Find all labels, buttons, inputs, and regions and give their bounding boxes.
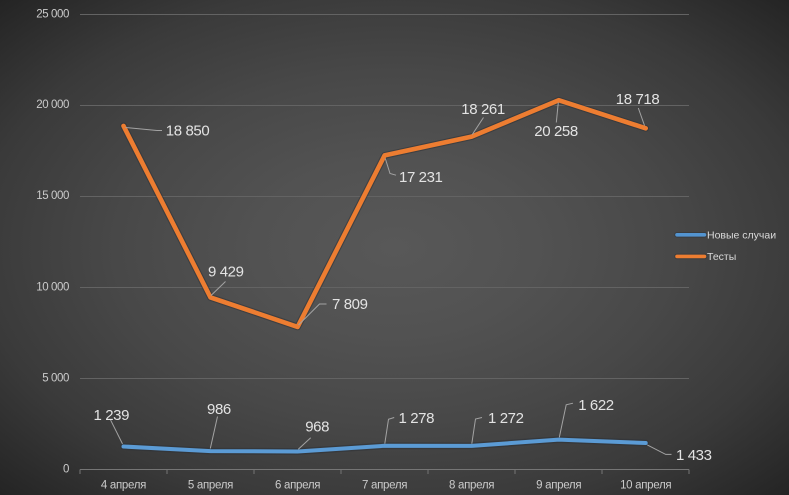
svg-text:Новые случаи: Новые случаи <box>707 230 776 242</box>
svg-text:Тесты: Тесты <box>707 251 736 263</box>
svg-text:6 апреля: 6 апреля <box>275 479 320 491</box>
svg-text:1 278: 1 278 <box>399 410 435 427</box>
svg-text:25 000: 25 000 <box>36 8 69 20</box>
svg-text:1 433: 1 433 <box>676 447 712 464</box>
svg-text:968: 968 <box>305 418 329 435</box>
svg-text:17 231: 17 231 <box>399 169 443 186</box>
svg-text:1 239: 1 239 <box>94 407 130 424</box>
svg-text:7 апреля: 7 апреля <box>362 479 407 491</box>
svg-text:986: 986 <box>207 401 231 418</box>
svg-text:10 000: 10 000 <box>36 281 69 293</box>
svg-text:20 000: 20 000 <box>36 99 69 111</box>
svg-text:0: 0 <box>63 464 69 476</box>
svg-text:18 850: 18 850 <box>166 123 210 140</box>
svg-text:1 622: 1 622 <box>578 397 614 414</box>
svg-text:15 000: 15 000 <box>36 190 69 202</box>
svg-text:18 261: 18 261 <box>461 101 505 118</box>
svg-text:7 809: 7 809 <box>332 296 368 313</box>
svg-text:5 000: 5 000 <box>42 372 69 384</box>
svg-text:4 апреля: 4 апреля <box>101 479 146 491</box>
svg-text:1 272: 1 272 <box>488 410 524 427</box>
svg-text:9 апреля: 9 апреля <box>536 479 581 491</box>
svg-text:8 апреля: 8 апреля <box>449 479 494 491</box>
svg-text:9 429: 9 429 <box>208 263 244 280</box>
svg-text:18 718: 18 718 <box>616 91 660 108</box>
svg-text:5 апреля: 5 апреля <box>188 479 233 491</box>
svg-text:20 258: 20 258 <box>534 123 578 140</box>
svg-text:10 апреля: 10 апреля <box>620 479 671 491</box>
